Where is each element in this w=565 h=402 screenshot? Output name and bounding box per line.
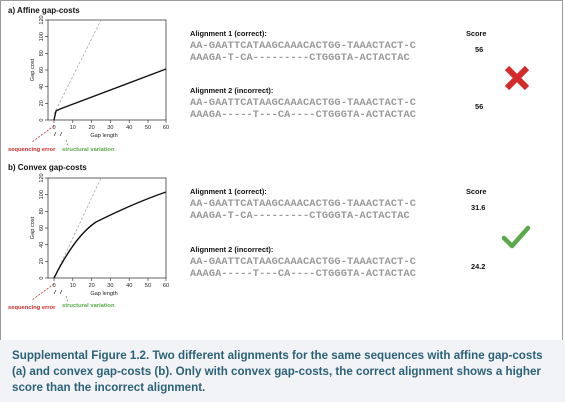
panel-b-xtick-5: 50: [145, 283, 151, 289]
panel-a-alignment2-header: Alignment 2 (incorrect):: [190, 86, 274, 95]
panel-b-xtick-1: 10: [70, 283, 76, 289]
panel-b-alignment1-score: 31.6: [471, 203, 486, 212]
panel-b-ytick-2: 40: [39, 242, 45, 248]
panel-a-ytick-0: 0: [39, 118, 45, 121]
panel-b-ytick-3: 60: [39, 225, 45, 231]
panel-b-plot-box: [47, 177, 167, 279]
panel-b-chart: 0 20 40 60 80 100 120 Gap cost 0 10 20 3…: [8, 173, 169, 311]
panel-b-alignment1-header: Alignment 1 (correct):: [190, 187, 267, 196]
panel-a-xtick-6: 60: [163, 125, 169, 131]
panel-a-score-header: Score: [466, 29, 487, 38]
panel-b-xtick-6: 60: [163, 283, 169, 289]
panel-b-ytick-6: 120: [39, 173, 45, 182]
panel-b-alignment2-score: 24.2: [471, 262, 486, 271]
figure: a) Affine gap-costs 0 20 40 60 80 100 12…: [8, 6, 531, 311]
panel-b-title: b) Convex gap-costs: [8, 163, 87, 172]
panel-b-alignment2-header: Alignment 2 (incorrect):: [190, 245, 274, 254]
panel-b-linear-dashed-line: [53, 177, 102, 279]
caption-area: Supplemental Figure 1.2. Two different a…: [0, 340, 565, 402]
panel-a-linear-dashed-line: [53, 19, 102, 115]
panel-a-ytick-3: 60: [39, 67, 45, 73]
green-check-icon: [501, 225, 531, 249]
panel-a-xtick-5: 50: [145, 125, 151, 131]
panel-a-alignment1-score: 56: [475, 45, 484, 54]
panel-b-xtick-0: 0: [52, 283, 55, 289]
panel-b-score-header: Score: [466, 187, 487, 196]
panel-a-xlabel: Gap length: [90, 133, 117, 139]
panel-b-ytick-1: 20: [39, 258, 45, 264]
panel-a-alignment2-line1: AA-GAATTCATAAGCAAACACTGG-TAAACTACT-C: [190, 97, 417, 109]
panel-a-struct-pointer: [65, 139, 69, 147]
panel-a-alignment2-line2: AAAGA-----T---CA----CTGGGTA-ACTACTAC: [190, 109, 417, 121]
panel-b-alignment2-line2: AAAGA-----T---CA----CTGGGTA-ACTACTAC: [190, 268, 417, 280]
panel-b-sequencing-error-label: sequencing error: [8, 305, 56, 311]
panel-a-xtick-2: 20: [88, 125, 94, 131]
red-cross-icon: [504, 65, 530, 91]
panel-a-ytick-4: 80: [39, 50, 45, 56]
panel-b-alignment2-line1: AA-GAATTCATAAGCAAACACTGG-TAAACTACT-C: [190, 256, 417, 268]
panel-a-error-pointer: [31, 125, 55, 143]
panel-b-ytick-4: 80: [39, 208, 45, 214]
panel-a-xtick-4: 40: [126, 125, 132, 131]
panel-b-ytick-0: 0: [39, 276, 45, 279]
panel-b-xlabel: Gap length: [90, 291, 117, 297]
panel-a-alignment2-score: 56: [475, 102, 484, 111]
panel-a-structural-variation-label: structural variation: [62, 147, 115, 153]
panel-a-affine-cost-line: [53, 68, 167, 121]
panel-a-title: a) Affine gap-costs: [8, 6, 80, 15]
panel-a-ytick-6: 120: [39, 15, 45, 24]
panel-a-ylabel: Gap cost: [30, 58, 36, 81]
panel-a-ytick-5: 100: [39, 32, 45, 41]
panel-a-ytick-2: 40: [39, 84, 45, 90]
panel-b-structural-variation-label: structural variation: [62, 303, 115, 309]
panel-a-chart: 0 20 40 60 80 100 120 Gap cost 0 10 20 3…: [8, 15, 169, 153]
panel-b-convex-cost-curve: [53, 191, 167, 279]
panel-a-xtick-0: 0: [52, 125, 55, 131]
panel-b-error-pointer: [31, 283, 55, 301]
panel-b-alignment1-line1: AA-GAATTCATAAGCAAACACTGG-TAAACTACT-C: [190, 198, 417, 210]
panel-a-plot-box: [47, 19, 167, 121]
panel-b-struct-pointer: [65, 295, 69, 303]
figure-caption: Supplemental Figure 1.2. Two different a…: [12, 349, 543, 394]
panel-b-alignment1-line2: AAAGA-T-CA---------CTGGGTA-ACTACTAC: [190, 210, 410, 222]
panel-a-alignment1-line2: AAAGA-T-CA---------CTGGGTA-ACTACTAC: [190, 52, 410, 64]
panel-a-alignment1-line1: AA-GAATTCATAAGCAAACACTGG-TAAACTACT-C: [190, 40, 417, 52]
panel-b-xtick-2: 20: [88, 283, 94, 289]
panel-b-ylabel: Gap cost: [30, 216, 36, 239]
panel-a-alignment1-header: Alignment 1 (correct):: [190, 29, 267, 38]
panel-b-xtick-3: 30: [107, 283, 113, 289]
panel-b-xtick-4: 40: [126, 283, 132, 289]
panel-a-ytick-1: 20: [39, 100, 45, 106]
panel-b-ytick-5: 100: [39, 190, 45, 199]
panel-a-xtick-3: 30: [107, 125, 113, 131]
panel-a-sequencing-error-label: sequencing error: [8, 147, 56, 153]
panel-a-xtick-1: 10: [70, 125, 76, 131]
